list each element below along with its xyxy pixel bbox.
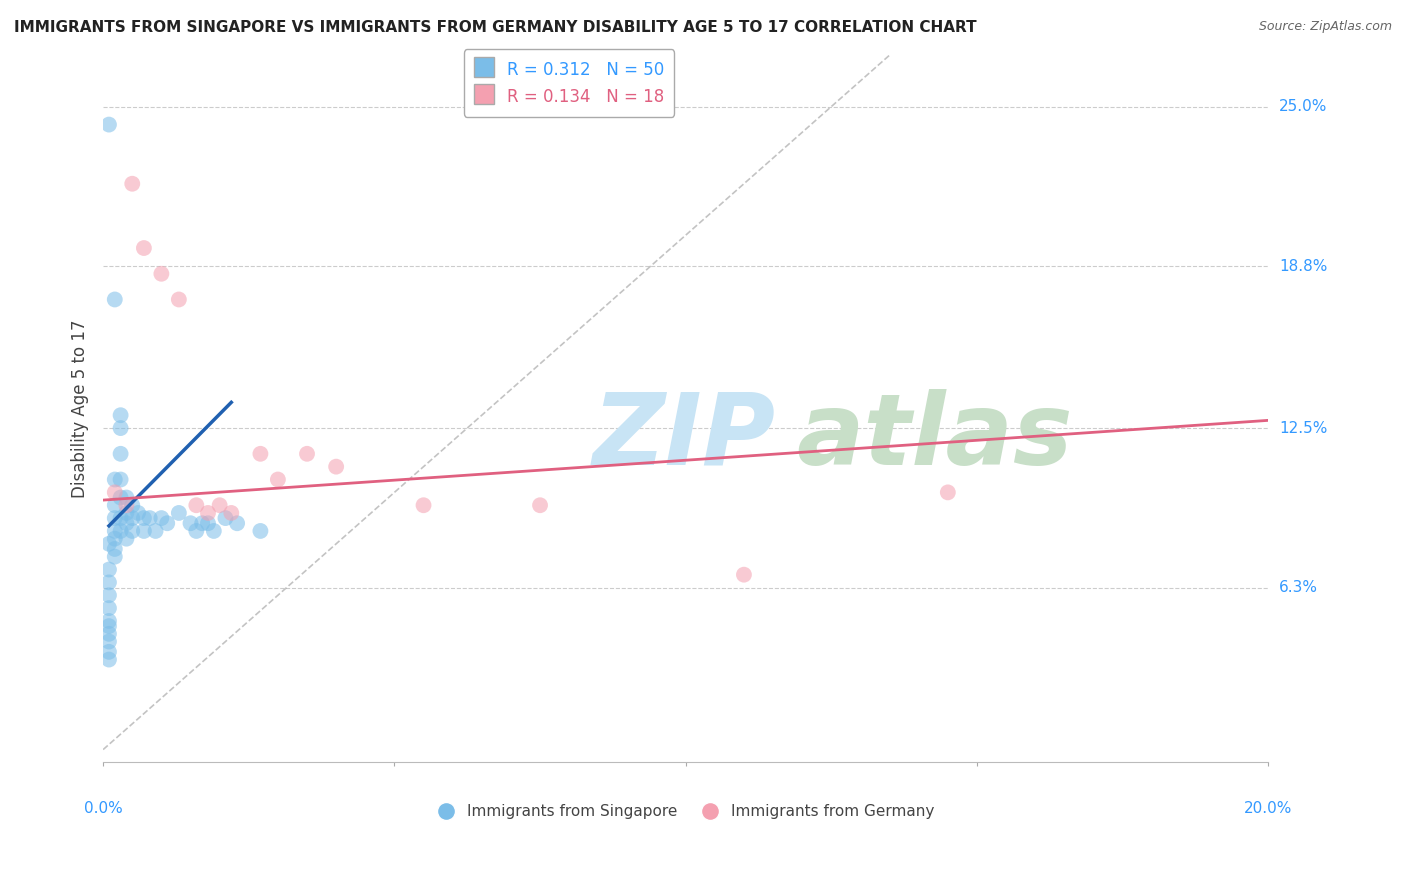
Point <box>97 601 120 615</box>
Point <box>110 408 132 422</box>
Point <box>733 567 755 582</box>
Point <box>138 511 160 525</box>
Point <box>104 293 127 307</box>
Point <box>97 652 120 666</box>
Point <box>97 619 120 633</box>
Point <box>104 524 127 538</box>
Text: Source: ZipAtlas.com: Source: ZipAtlas.com <box>1258 20 1392 33</box>
Point <box>221 506 243 520</box>
Text: 6.3%: 6.3% <box>1279 580 1319 595</box>
Point <box>97 588 120 602</box>
Point <box>110 421 132 435</box>
Point <box>226 516 249 531</box>
Text: IMMIGRANTS FROM SINGAPORE VS IMMIGRANTS FROM GERMANY DISABILITY AGE 5 TO 17 CORR: IMMIGRANTS FROM SINGAPORE VS IMMIGRANTS … <box>14 20 977 35</box>
Point <box>529 498 551 512</box>
Point <box>104 541 127 556</box>
Text: 18.8%: 18.8% <box>1279 259 1327 274</box>
Point <box>104 532 127 546</box>
Point <box>110 524 132 538</box>
Point <box>132 241 155 255</box>
Legend: Immigrants from Singapore, Immigrants from Germany: Immigrants from Singapore, Immigrants fr… <box>430 798 941 825</box>
Point <box>97 645 120 659</box>
Point <box>110 447 132 461</box>
Point <box>150 267 173 281</box>
Point <box>267 473 290 487</box>
Point <box>202 524 225 538</box>
Point <box>115 532 138 546</box>
Text: 20.0%: 20.0% <box>1244 801 1292 816</box>
Point <box>97 614 120 628</box>
Point <box>97 575 120 590</box>
Point <box>145 524 167 538</box>
Point <box>132 511 155 525</box>
Point <box>191 516 214 531</box>
Point <box>121 511 143 525</box>
Text: ZIP: ZIP <box>592 389 776 485</box>
Point <box>936 485 959 500</box>
Point <box>97 118 120 132</box>
Text: 0.0%: 0.0% <box>84 801 122 816</box>
Point <box>156 516 179 531</box>
Text: 12.5%: 12.5% <box>1279 420 1327 435</box>
Point <box>167 506 190 520</box>
Point <box>127 506 149 520</box>
Point <box>110 491 132 505</box>
Point <box>208 498 231 512</box>
Point <box>97 562 120 576</box>
Point <box>104 498 127 512</box>
Point <box>325 459 347 474</box>
Point <box>121 177 143 191</box>
Point <box>97 627 120 641</box>
Point <box>104 511 127 525</box>
Point <box>197 516 219 531</box>
Point <box>115 491 138 505</box>
Point <box>115 498 138 512</box>
Point <box>104 549 127 564</box>
Point <box>97 537 120 551</box>
Point <box>110 511 132 525</box>
Point <box>121 498 143 512</box>
Point <box>97 634 120 648</box>
Point <box>249 524 271 538</box>
Point <box>104 473 127 487</box>
Point <box>115 506 138 520</box>
Point <box>197 506 219 520</box>
Point <box>115 516 138 531</box>
Point <box>186 524 208 538</box>
Point <box>295 447 318 461</box>
Text: 25.0%: 25.0% <box>1279 99 1327 114</box>
Point <box>412 498 434 512</box>
Point <box>186 498 208 512</box>
Point <box>104 485 127 500</box>
Point <box>167 293 190 307</box>
Y-axis label: Disability Age 5 to 17: Disability Age 5 to 17 <box>72 319 89 498</box>
Point <box>214 511 236 525</box>
Point <box>179 516 201 531</box>
Point <box>110 473 132 487</box>
Point <box>132 524 155 538</box>
Point <box>121 524 143 538</box>
Point <box>249 447 271 461</box>
Text: atlas: atlas <box>796 389 1073 485</box>
Point <box>150 511 173 525</box>
